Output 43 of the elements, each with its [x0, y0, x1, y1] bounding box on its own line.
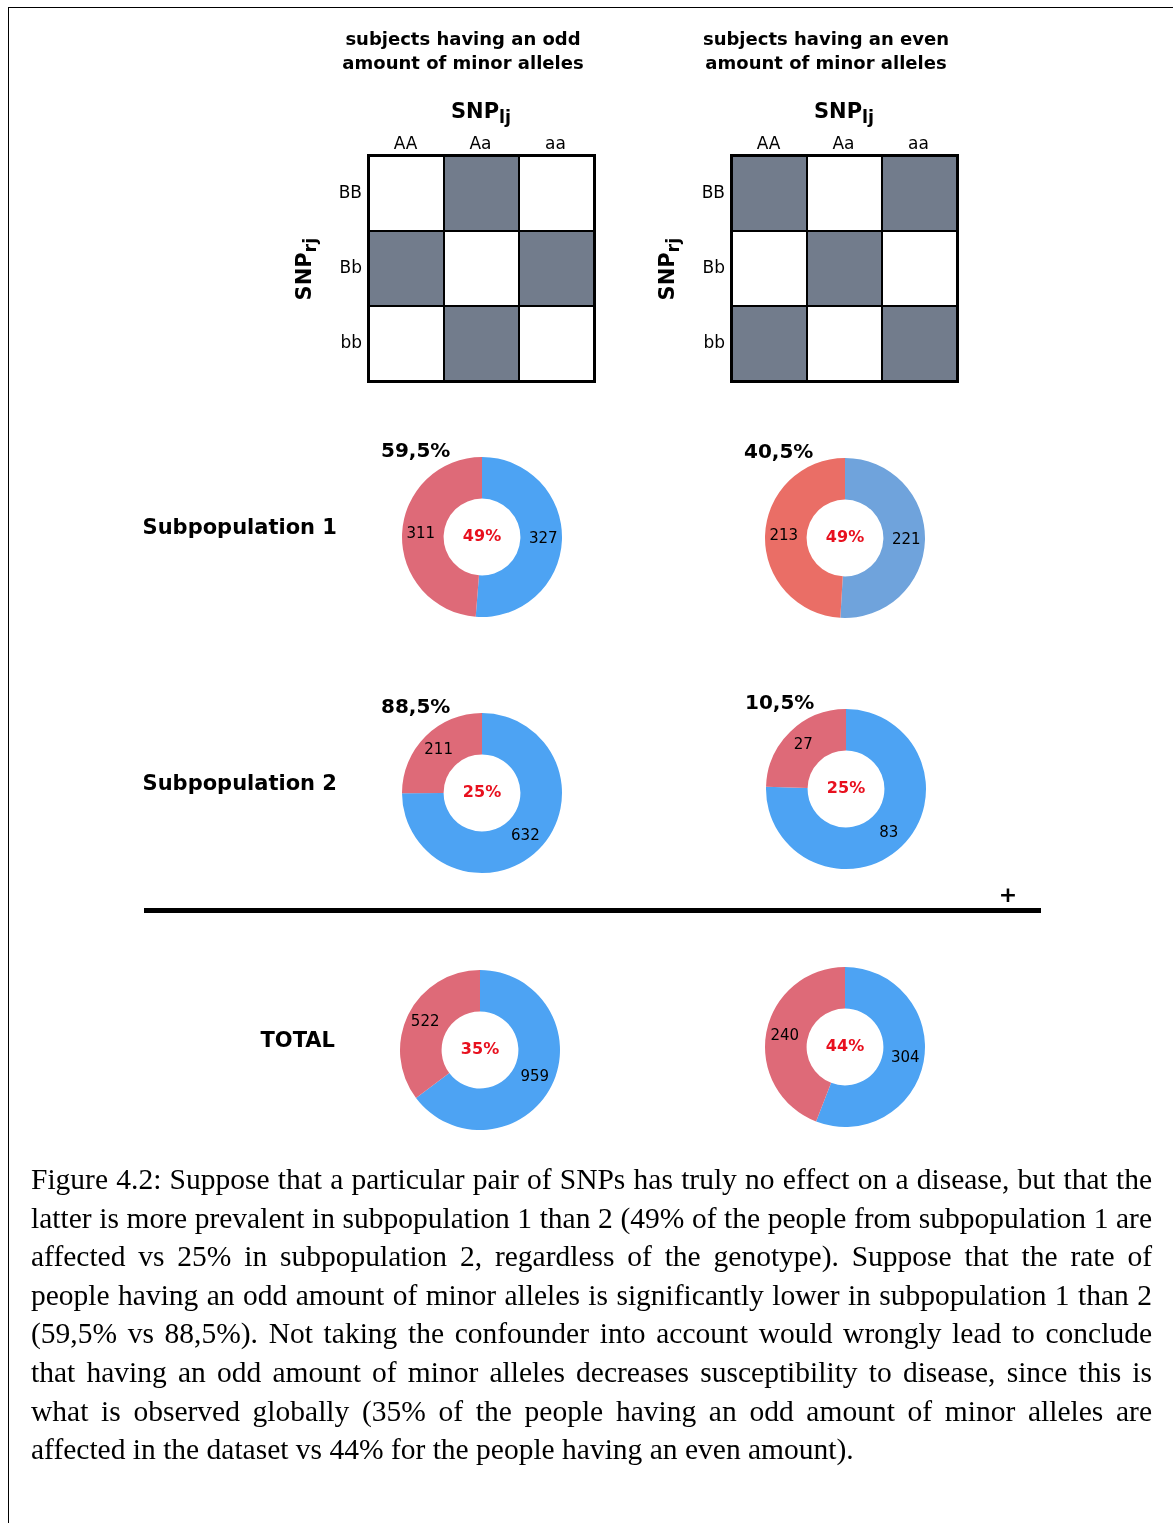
data-label: 27	[793, 734, 813, 753]
text: 25%	[462, 782, 502, 802]
data-label: 327	[528, 529, 558, 548]
data-label: 221	[891, 529, 921, 548]
text: subjects having an even amount of minor alleles	[701, 27, 951, 75]
text: 44%	[825, 1036, 865, 1056]
text: 25%	[826, 778, 866, 798]
text: 49%	[462, 526, 502, 546]
text: 35%	[460, 1039, 500, 1059]
data-label: 632	[511, 826, 540, 845]
category-label: aa	[907, 133, 930, 153]
data-label: 83	[879, 822, 899, 841]
text: +	[997, 882, 1019, 907]
category-label: aa	[544, 133, 567, 153]
text: SNP$_{lj}$	[449, 99, 513, 128]
category-label: Bb	[702, 257, 725, 277]
data-label: 959	[520, 1067, 550, 1086]
category-label: Aa	[831, 133, 856, 153]
chart-title: 88,5%	[381, 694, 451, 718]
chart-title: 40,5%	[744, 439, 814, 463]
chart-title: 10,5%	[745, 690, 815, 714]
text: TOTAL	[259, 1028, 335, 1052]
data-label: 213	[769, 526, 799, 545]
data-label: 304	[890, 1048, 920, 1067]
data-label: 522	[410, 1012, 440, 1031]
data-label: 240	[770, 1025, 800, 1044]
text: Subpopulation 1	[142, 515, 337, 539]
text: subjects having an odd amount of minor alleles	[341, 27, 585, 75]
caption: Figure 4.2: Suppose that a particular pair of SNPs has truly no effect on a disease, but that the latter is more prevalent in subpopulation 1 than 2 (49% of the people from subpopulation 1 are affected vs 25% in subpopulation 2, regardless of the genotype). Suppose that the rate of people having an odd amount of minor alleles is significantly lower in subpopulation 1 than 2 (59,5% vs 88,5%). Not taking the confounder into account would wrongly lead to conclude that having an odd amount of minor alleles decreases susceptibility to disease, since this is what is observed globally (35% of the people having an odd amount of minor alleles are affected in the dataset vs 44% for the people having an even amount).	[31, 1162, 1152, 1468]
category-label: Aa	[468, 133, 493, 153]
category-label: AA	[392, 133, 419, 153]
category-label: Bb	[339, 257, 362, 277]
text: Subpopulation 2	[142, 771, 337, 795]
chart-title: 59,5%	[381, 438, 451, 462]
text: 49%	[825, 527, 865, 547]
data-label: 311	[406, 524, 436, 543]
data-label: 211	[424, 739, 453, 758]
category-label: AA	[755, 133, 782, 153]
category-label: BB	[701, 182, 725, 202]
category-label: bb	[703, 332, 725, 352]
category-label: BB	[338, 182, 362, 202]
category-label: bb	[340, 332, 362, 352]
text: SNP$_{lj}$	[812, 99, 876, 128]
